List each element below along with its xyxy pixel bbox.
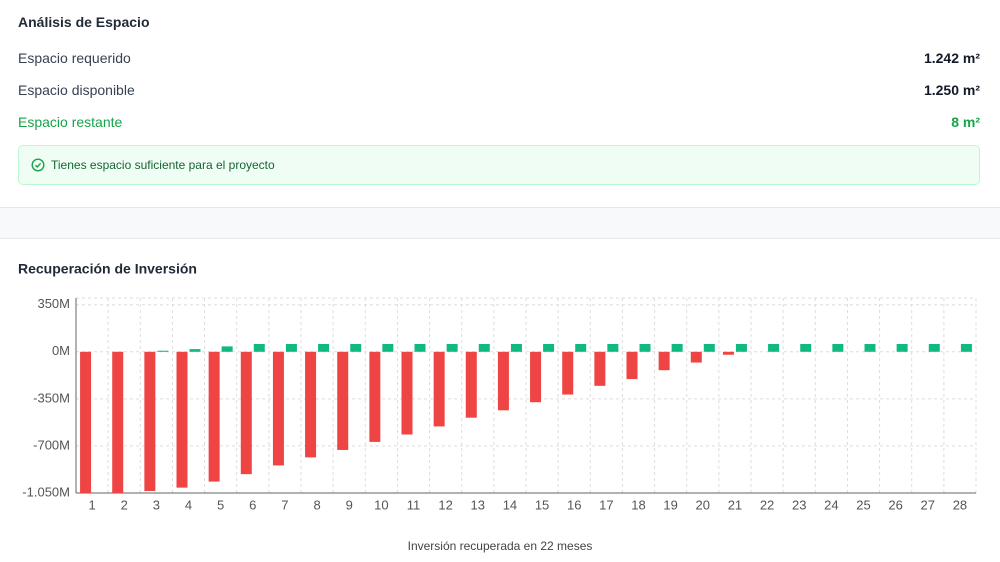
bar (690, 351, 702, 363)
x-tick-label: 22 (760, 497, 774, 512)
x-tick-label: 14 (503, 497, 517, 512)
bar (240, 351, 252, 475)
bar (497, 351, 509, 411)
bar (446, 343, 458, 352)
y-tick-label: -700M (33, 437, 70, 452)
x-tick-label: 8 (313, 497, 320, 512)
x-tick-label: 19 (663, 497, 677, 512)
bar (832, 343, 844, 352)
alert-text: Tienes espacio suficiente para el proyec… (51, 158, 275, 172)
bar (285, 343, 297, 352)
bar (562, 351, 574, 395)
row-value: 1.242 m² (923, 50, 980, 66)
bar (594, 351, 606, 386)
y-tick-label: -350M (33, 390, 70, 405)
x-tick-label: 17 (599, 497, 613, 512)
bar (221, 346, 233, 352)
bar (465, 351, 477, 418)
bar (272, 351, 284, 466)
bar (478, 343, 490, 352)
bar (176, 351, 188, 488)
x-tick-label: 28 (953, 497, 967, 512)
separator (0, 207, 1000, 239)
x-tick-label: 21 (728, 497, 742, 512)
x-tick-label: 2 (121, 497, 128, 512)
bar (350, 343, 362, 352)
bar (960, 343, 972, 352)
space-row: Espacio disponible 1.250 m² (18, 80, 980, 100)
bar (369, 351, 381, 442)
bar (735, 343, 747, 352)
x-tick-label: 9 (346, 497, 353, 512)
bar (112, 351, 124, 493)
check-icon (31, 158, 45, 172)
row-label: Espacio restante (18, 114, 123, 130)
bar (189, 349, 201, 352)
x-tick-label: 1 (88, 497, 95, 512)
x-tick-label: 6 (249, 497, 256, 512)
bar (80, 351, 92, 493)
x-tick-label: 10 (374, 497, 388, 512)
bar (382, 343, 394, 352)
bar (626, 351, 638, 380)
bar (510, 343, 522, 352)
bar (530, 351, 542, 403)
bar (896, 343, 908, 352)
x-tick-label: 5 (217, 497, 224, 512)
footnote: Inversión recuperada en 22 meses (408, 539, 593, 553)
bar (157, 350, 169, 352)
x-tick-label: 7 (281, 497, 288, 512)
space-row: Espacio restante 8 m² (18, 112, 980, 132)
row-label: Espacio requerido (18, 50, 131, 66)
bar (607, 343, 619, 352)
bar (800, 343, 812, 352)
bar (433, 351, 445, 427)
x-tick-label: 3 (153, 497, 160, 512)
y-tick-label: 0M (52, 343, 70, 358)
bar (401, 351, 413, 435)
x-tick-label: 15 (535, 497, 549, 512)
bar (305, 351, 317, 458)
x-tick-label: 18 (631, 497, 645, 512)
bar (337, 351, 349, 450)
row-value: 8 m² (951, 114, 980, 130)
row-label: Espacio disponible (18, 82, 135, 98)
x-tick-label: 11 (407, 497, 421, 512)
row-value: 1.250 m² (923, 82, 980, 98)
x-tick-label: 4 (185, 497, 192, 512)
x-tick-label: 26 (888, 497, 902, 512)
space-row: Espacio requerido 1.242 m² (18, 48, 980, 68)
x-tick-label: 13 (471, 497, 485, 512)
bar (208, 351, 220, 482)
bar (671, 343, 683, 352)
x-tick-label: 25 (856, 497, 870, 512)
bar (768, 343, 780, 352)
bar (253, 343, 265, 352)
bar (543, 343, 555, 352)
x-tick-label: 27 (921, 497, 935, 512)
x-tick-label: 24 (824, 497, 838, 512)
x-tick-label: 12 (438, 497, 452, 512)
bar (414, 343, 426, 352)
success-alert: Tienes espacio suficiente para el proyec… (18, 145, 980, 185)
bar (658, 351, 670, 371)
bar (864, 343, 876, 352)
y-tick-label: -1.050M (22, 484, 70, 499)
x-tick-label: 23 (792, 497, 806, 512)
bar (318, 343, 330, 352)
bar (639, 343, 651, 352)
x-tick-label: 16 (567, 497, 581, 512)
chart-title: Recuperación de Inversión (18, 261, 197, 277)
bar (722, 351, 734, 355)
bar (928, 343, 940, 352)
y-tick-label: 350M (37, 296, 70, 311)
x-tick-label: 20 (696, 497, 710, 512)
bar (144, 351, 156, 491)
section-title: Análisis de Espacio (18, 14, 150, 30)
bar (575, 343, 587, 352)
bar (703, 343, 715, 352)
